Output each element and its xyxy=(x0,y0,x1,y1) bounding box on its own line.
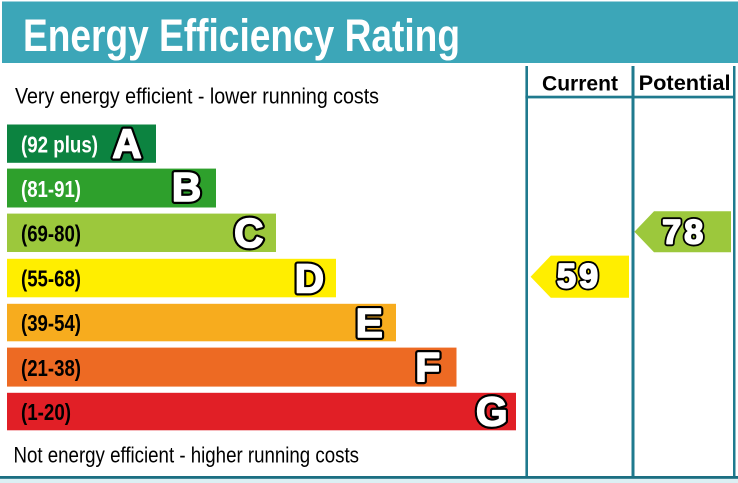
svg-text:Not energy efficient - higher: Not energy efficient - higher running co… xyxy=(14,442,360,467)
svg-text:A: A xyxy=(112,121,141,167)
svg-text:(1-20): (1-20) xyxy=(21,399,71,425)
svg-text:F: F xyxy=(415,345,440,391)
svg-text:A: A xyxy=(112,121,141,167)
svg-text:Very energy efficient - lower: Very energy efficient - lower running co… xyxy=(15,84,379,109)
svg-text:B: B xyxy=(172,164,201,210)
svg-text:F: F xyxy=(415,345,440,391)
svg-text:(69-80): (69-80) xyxy=(21,221,81,247)
svg-text:D: D xyxy=(295,255,324,301)
svg-text:Potential: Potential xyxy=(639,70,731,95)
svg-text:B: B xyxy=(172,164,201,210)
svg-text:(81-91): (81-91) xyxy=(21,176,81,202)
svg-text:(21-38): (21-38) xyxy=(21,355,81,381)
svg-text:Current: Current xyxy=(542,71,618,96)
svg-text:(55-68): (55-68) xyxy=(21,266,81,292)
svg-text:(39-54): (39-54) xyxy=(21,310,81,336)
svg-text:C: C xyxy=(234,210,263,256)
svg-text:E: E xyxy=(356,300,383,346)
svg-text:G: G xyxy=(476,388,508,434)
svg-text:G: G xyxy=(476,388,508,434)
svg-text:E: E xyxy=(356,300,383,346)
svg-text:C: C xyxy=(234,210,263,256)
svg-text:D: D xyxy=(295,255,324,301)
svg-text:(92 plus): (92 plus) xyxy=(21,131,98,157)
svg-text:Energy Efficiency Rating: Energy Efficiency Rating xyxy=(23,10,460,61)
